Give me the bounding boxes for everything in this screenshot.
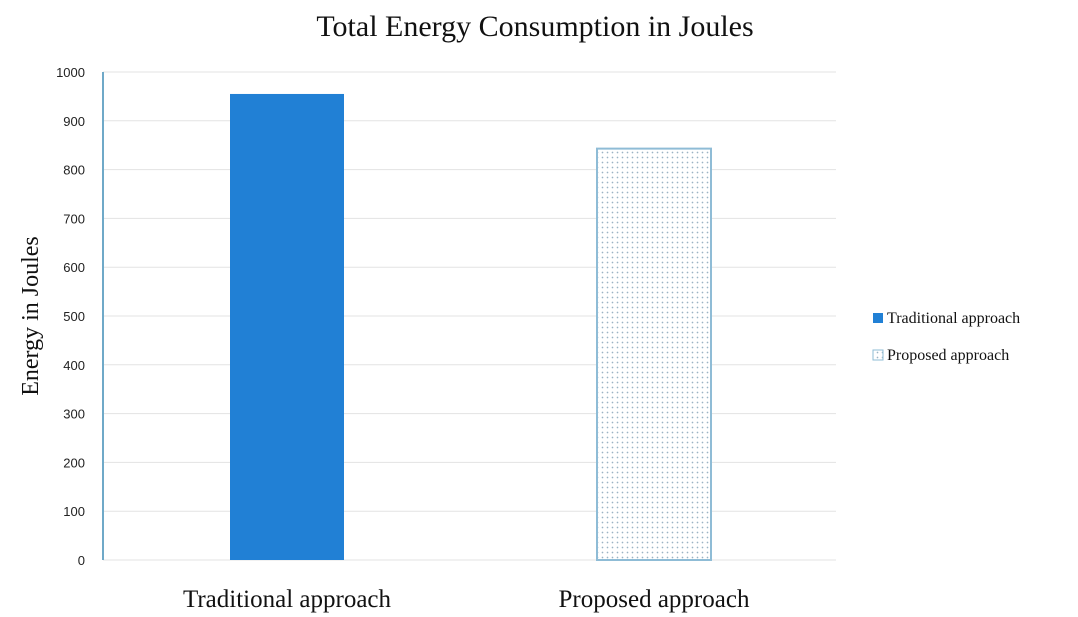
y-tick-label: 100 bbox=[63, 504, 85, 519]
y-tick-label: 1000 bbox=[56, 65, 85, 80]
chart-title: Total Energy Consumption in Joules bbox=[316, 10, 753, 43]
x-tick-label: Traditional approach bbox=[183, 586, 392, 613]
y-tick-label: 400 bbox=[63, 358, 85, 373]
y-tick-label: 200 bbox=[63, 455, 85, 470]
y-tick-label: 800 bbox=[63, 163, 85, 178]
legend-swatch-traditional bbox=[873, 313, 883, 323]
y-tick-label: 600 bbox=[63, 260, 85, 275]
y-tick-label: 500 bbox=[63, 309, 85, 324]
gridlines bbox=[103, 71, 836, 561]
bar-proposed-approach bbox=[596, 147, 712, 561]
x-tick-labels: Traditional approach Proposed approach bbox=[183, 586, 750, 613]
y-tick-label: 900 bbox=[63, 114, 85, 129]
x-tick-label: Proposed approach bbox=[559, 586, 750, 613]
y-tick-labels: 0 100 200 300 400 500 600 700 800 900 1000 bbox=[56, 65, 85, 568]
bar-traditional-approach bbox=[230, 93, 344, 561]
legend-label-traditional: Traditional approach bbox=[887, 310, 1020, 327]
y-tick-label: 300 bbox=[63, 407, 85, 422]
legend: Traditional approach Proposed approach bbox=[872, 310, 1020, 364]
legend-swatch-proposed bbox=[872, 349, 884, 361]
y-tick-label: 700 bbox=[63, 211, 85, 226]
y-tick-label: 0 bbox=[78, 553, 85, 568]
legend-label-proposed: Proposed approach bbox=[887, 347, 1009, 364]
y-axis-label: Energy in Joules bbox=[18, 236, 44, 396]
bars bbox=[230, 93, 712, 561]
